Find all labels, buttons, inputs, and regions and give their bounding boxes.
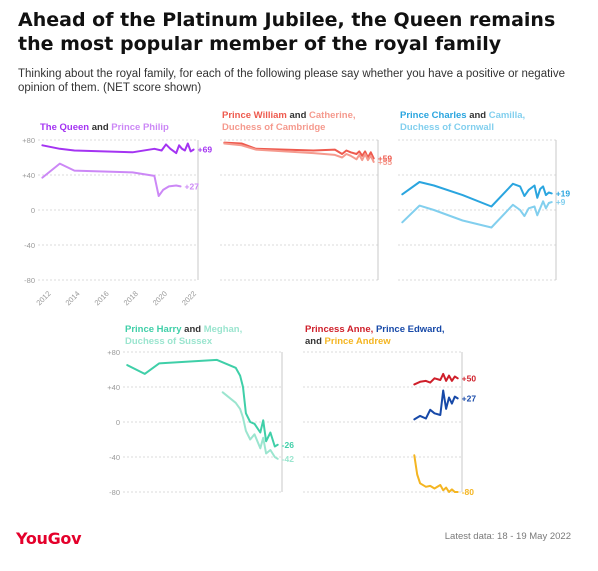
series-line-camilla xyxy=(401,200,553,229)
series-line-queen xyxy=(41,142,195,155)
legend-charles: Prince Charles xyxy=(400,110,467,121)
panel-title-william-catherine: Prince William and Catherine, Duchess of… xyxy=(222,110,356,134)
end-label-charles: +19 xyxy=(556,188,571,198)
series-line-harry xyxy=(126,358,279,448)
series-line-philip xyxy=(41,162,182,197)
x-tick-label: 2016 xyxy=(93,289,111,307)
y-tick-label: +40 xyxy=(22,171,35,180)
series-line-catherine xyxy=(223,142,375,163)
series-line-edward xyxy=(413,389,459,421)
legend-camilla: Camilla, xyxy=(488,110,526,121)
legend-and: and xyxy=(469,110,487,121)
end-label-harry: -26 xyxy=(282,440,295,450)
legend-philip: Prince Philip xyxy=(111,122,169,133)
legend-camilla-title: Duchess of Cornwall xyxy=(400,122,494,133)
chart-title: Ahead of the Platinum Jubilee, the Queen… xyxy=(18,9,556,55)
legend-and: and xyxy=(289,110,307,121)
legend-meghan: Meghan, xyxy=(203,324,243,335)
y-tick-label: -80 xyxy=(24,276,35,285)
x-tick-label: 2014 xyxy=(64,289,82,307)
series-line-meghan xyxy=(221,391,279,460)
x-tick-label: 2022 xyxy=(180,289,198,307)
panel-title-harry-meghan: Prince Harry and Meghan, Duchess of Suss… xyxy=(125,324,242,348)
legend-and: and xyxy=(184,324,202,335)
series-line-william xyxy=(223,141,375,160)
series-line-charles xyxy=(401,181,553,208)
end-label-edward: +27 xyxy=(462,393,477,403)
end-label-anne: +50 xyxy=(462,373,477,383)
end-label-meghan: -42 xyxy=(282,454,295,464)
end-label-catherine: +55 xyxy=(378,157,393,167)
legend-catherine: Catherine, xyxy=(309,110,356,121)
series-line-andrew xyxy=(413,454,459,493)
legend-queen: The Queen xyxy=(40,122,90,133)
legend-and: and xyxy=(91,122,109,133)
end-label-philip: +27 xyxy=(185,181,200,191)
x-tick-label: 2012 xyxy=(34,289,52,307)
yougov-logo: YouGov xyxy=(16,529,82,548)
panel-title-queen-philip: The Queen and Prince Philip xyxy=(40,122,169,134)
y-tick-label: +40 xyxy=(107,383,120,392)
panel-title-anne-edward-andrew: Princess Anne, Prince Edward, and Prince… xyxy=(305,324,445,348)
legend-harry: Prince Harry xyxy=(125,324,182,335)
end-label-andrew: -80 xyxy=(462,487,475,497)
end-label-queen: +69 xyxy=(198,145,213,155)
legend-edward: Prince Edward, xyxy=(375,324,445,335)
legend-andrew: Prince Andrew xyxy=(324,336,391,347)
y-tick-label: -40 xyxy=(109,453,120,462)
x-tick-label: 2020 xyxy=(151,289,169,307)
x-tick-label: 2018 xyxy=(122,289,140,307)
legend-william: Prince William xyxy=(222,110,287,121)
latest-data-note: Latest data: 18 - 19 May 2022 xyxy=(444,531,571,542)
legend-and: and xyxy=(305,336,322,347)
chart-subtitle: Thinking about the royal family, for eac… xyxy=(18,68,565,94)
y-tick-label: -80 xyxy=(109,488,120,497)
legend-catherine-title: Duchess of Cambridge xyxy=(222,122,326,133)
legend-anne: Princess Anne, xyxy=(305,324,374,335)
y-tick-label: 0 xyxy=(116,418,120,427)
panel-title-charles-camilla: Prince Charles and Camilla, Duchess of C… xyxy=(400,110,525,134)
legend-meghan-title: Duchess of Sussex xyxy=(125,336,213,347)
series-line-anne xyxy=(413,372,459,386)
y-tick-label: -40 xyxy=(24,241,35,250)
end-label-camilla: +9 xyxy=(556,197,566,207)
y-tick-label: 0 xyxy=(31,206,35,215)
y-tick-label: +80 xyxy=(107,348,120,357)
y-tick-label: +80 xyxy=(22,136,35,145)
end-label-william: +59 xyxy=(378,153,393,163)
